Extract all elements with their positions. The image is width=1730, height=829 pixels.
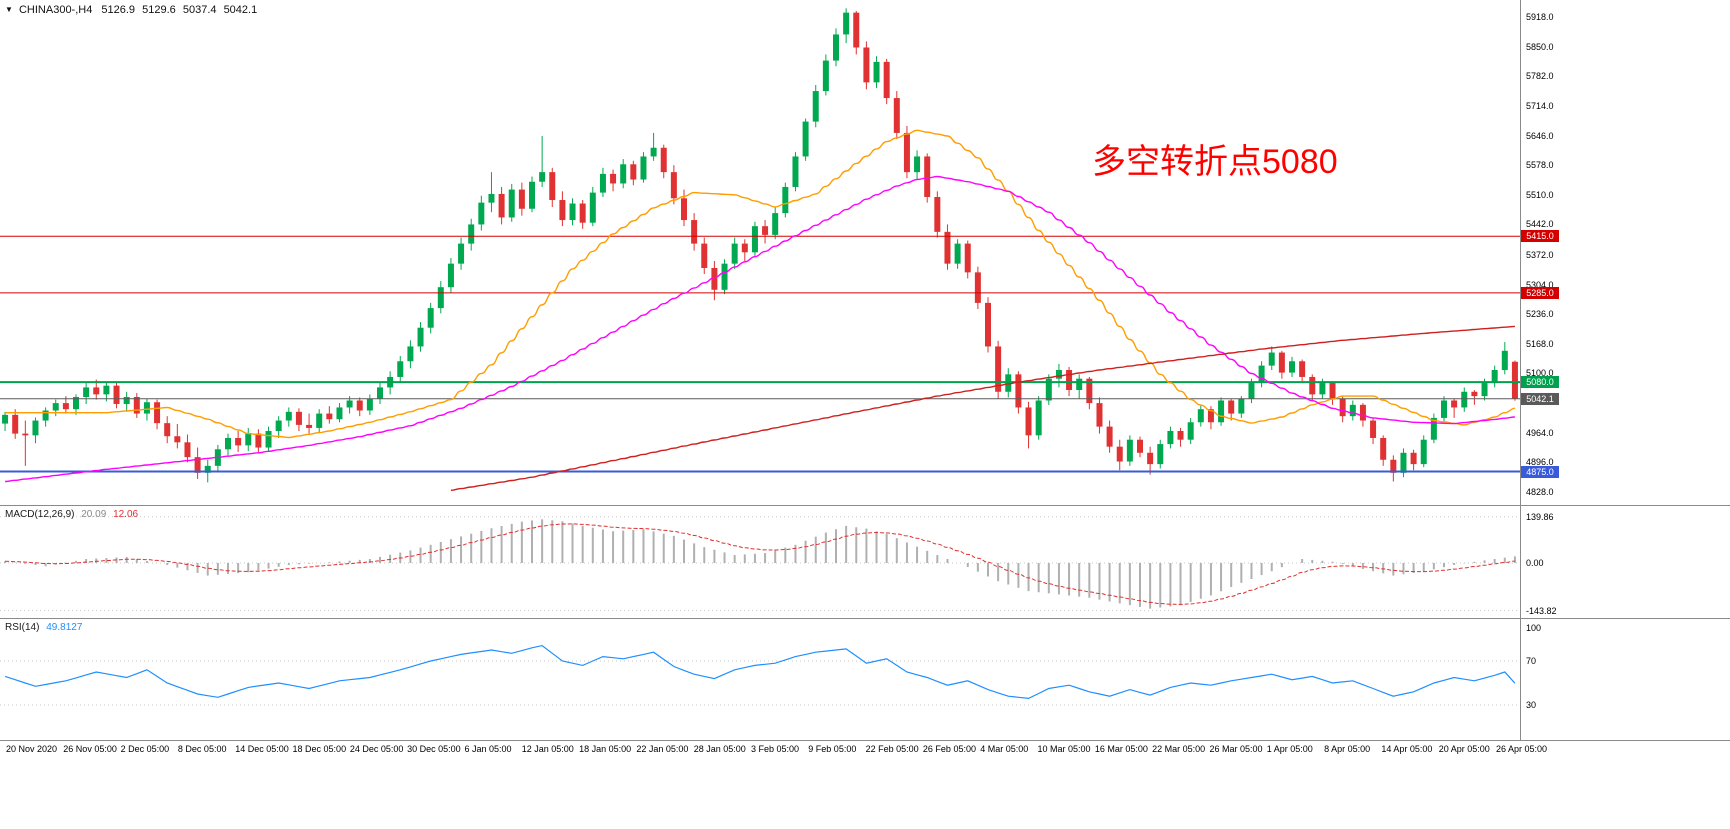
time-tick-label: 3 Feb 05:00 <box>751 744 800 754</box>
price-chart-panel[interactable] <box>0 0 1520 505</box>
price-tick-label: 5168.0 <box>1526 338 1554 349</box>
rsi-tick-label: 100 <box>1526 623 1542 633</box>
time-tick-label: 20 Nov 2020 <box>6 744 58 754</box>
price-tick-label: 5304.0 <box>1526 279 1554 290</box>
time-tick-label: 28 Jan 05:00 <box>693 744 746 754</box>
time-tick-label: 1 Apr 05:00 <box>1266 744 1313 754</box>
time-tick-label: 9 Feb 05:00 <box>808 744 857 754</box>
macd-tick-label: 139.86 <box>1526 511 1554 522</box>
price-level-badge: 5415.0 <box>1521 230 1559 243</box>
price-tick-label: 5372.0 <box>1526 249 1554 260</box>
time-tick-label: 12 Jan 05:00 <box>521 744 574 754</box>
price-tick-label: 5100.0 <box>1526 368 1554 379</box>
rsi-value: 49.8127 <box>46 622 83 633</box>
price-level-badge: 5080.0 <box>1521 376 1559 389</box>
time-tick-label: 18 Dec 05:00 <box>292 744 347 754</box>
time-tick-label: 26 Mar 05:00 <box>1209 744 1263 754</box>
price-tick-label: 4828.0 <box>1526 487 1554 497</box>
price-tick-label: 5510.0 <box>1526 189 1554 200</box>
time-tick-label: 24 Dec 05:00 <box>349 744 404 754</box>
time-tick-label: 6 Jan 05:00 <box>464 744 512 754</box>
rsi-tick-label: 30 <box>1526 700 1537 710</box>
annotation-text[interactable]: 多空转折点5080 <box>1092 143 1338 181</box>
price-tick-label: 5714.0 <box>1526 100 1554 111</box>
chart-header: ▼ CHINA300-,H4 5126.9 5129.6 5037.4 5042… <box>5 4 257 16</box>
rsi-panel[interactable] <box>0 619 1520 740</box>
time-tick-label: 8 Dec 05:00 <box>177 744 227 754</box>
symbol-period-label: CHINA300-,H4 <box>18 4 93 16</box>
time-tick-label: 22 Mar 05:00 <box>1152 744 1206 754</box>
macd-tick-label: -143.82 <box>1526 605 1557 616</box>
macd-label: MACD(12,26,9) 20.09 12.06 <box>5 509 139 520</box>
price-tick-label: 5236.0 <box>1526 309 1554 320</box>
time-tick-label: 14 Dec 05:00 <box>235 744 289 754</box>
price-tick-label: 4964.0 <box>1526 427 1554 438</box>
price-tick-label: 5578.0 <box>1526 160 1554 171</box>
time-tick-label: 22 Feb 05:00 <box>865 744 919 754</box>
time-tick-label: 16 Mar 05:00 <box>1094 744 1148 754</box>
time-tick-label: 26 Apr 05:00 <box>1496 744 1548 754</box>
macd-tick-label: 0.00 <box>1526 558 1544 568</box>
time-tick-label: 4 Mar 05:00 <box>980 744 1029 754</box>
time-tick-label: 20 Apr 05:00 <box>1438 744 1490 754</box>
macd-rsi-separator[interactable] <box>0 618 1730 619</box>
macd-main-value: 20.09 <box>81 509 107 520</box>
time-tick-label: 14 Apr 05:00 <box>1381 744 1433 754</box>
price-tick-label: 5850.0 <box>1526 41 1554 52</box>
price-level-badge: 5042.1 <box>1521 392 1559 405</box>
price-level-badge: 4875.0 <box>1521 465 1559 478</box>
macd-panel[interactable] <box>0 506 1520 618</box>
high-value: 5129.6 <box>142 4 176 16</box>
time-tick-label: 8 Apr 05:00 <box>1324 744 1371 754</box>
rsi-tick-label: 70 <box>1526 656 1537 666</box>
open-value: 5126.9 <box>101 4 136 16</box>
plot-axis-boundary <box>1520 0 1521 740</box>
time-tick-label: 10 Mar 05:00 <box>1037 744 1091 754</box>
time-tick-label: 2 Dec 05:00 <box>120 744 170 754</box>
price-macd-separator[interactable] <box>0 505 1730 506</box>
time-axis-separator <box>0 740 1730 741</box>
price-tick-label: 5442.0 <box>1526 219 1554 230</box>
low-value: 5037.4 <box>182 4 217 16</box>
price-tick-label: 5782.0 <box>1526 71 1554 82</box>
time-tick-label: 22 Jan 05:00 <box>636 744 689 754</box>
rsi-label: RSI(14) 49.8127 <box>5 622 83 633</box>
time-tick-label: 26 Feb 05:00 <box>922 744 976 754</box>
time-tick-label: 30 Dec 05:00 <box>407 744 461 754</box>
macd-signal-value: 12.06 <box>113 509 139 520</box>
price-level-badge: 5285.0 <box>1521 286 1559 299</box>
close-value: 5042.1 <box>223 4 258 16</box>
price-tick-label: 5918.0 <box>1526 12 1554 22</box>
time-tick-label: 18 Jan 05:00 <box>579 744 632 754</box>
price-tick-label: 4896.0 <box>1526 457 1554 468</box>
price-tick-label: 5646.0 <box>1526 130 1554 141</box>
time-tick-label: 26 Nov 05:00 <box>63 744 117 754</box>
chart-menu-triangle-icon[interactable]: ▼ <box>5 5 13 14</box>
